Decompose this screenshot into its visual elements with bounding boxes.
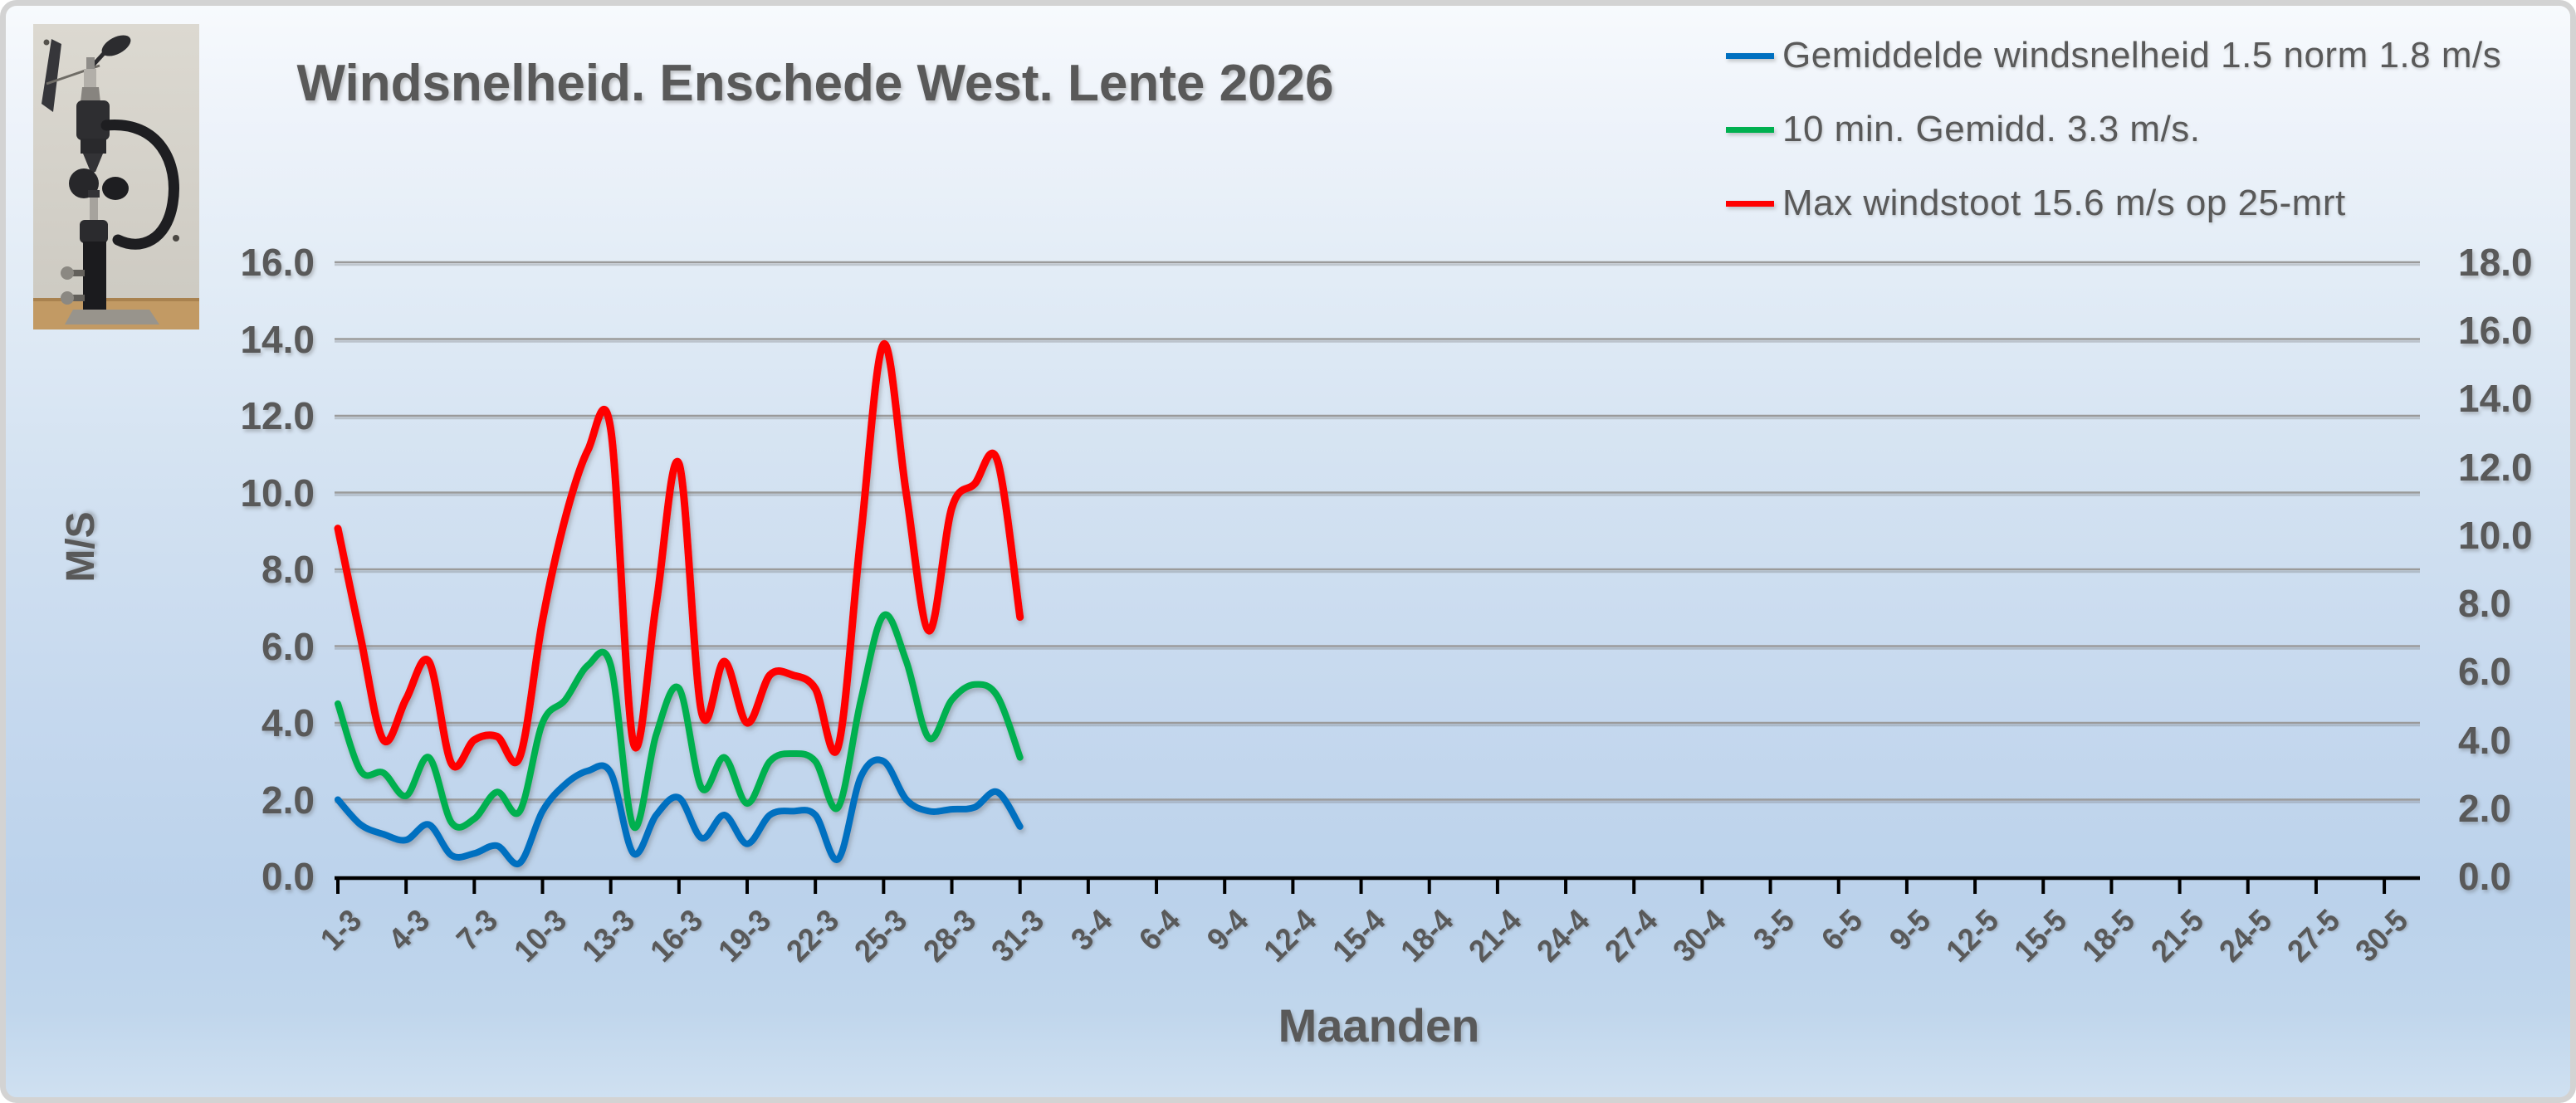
pole — [83, 242, 106, 318]
y-tick-label-right: 0.0 — [2458, 855, 2511, 898]
pole-top — [80, 220, 108, 243]
wall-dot — [173, 235, 179, 242]
y-tick-label-left: 14.0 — [240, 317, 315, 361]
legend-label: Max windstoot 15.6 m/s op 25-mrt — [1782, 183, 2346, 223]
y-tick-label-left: 2.0 — [262, 778, 315, 822]
y-tick-label-right: 18.0 — [2458, 241, 2533, 284]
knob — [61, 291, 74, 305]
wall-dot — [43, 39, 50, 46]
vane-counterweight — [101, 35, 131, 56]
series-line-3[interactable] — [334, 340, 1024, 771]
y-tick-label-right: 8.0 — [2458, 582, 2511, 626]
y-tick-label-left: 4.0 — [262, 701, 315, 744]
y-tick-label-right: 4.0 — [2458, 718, 2511, 762]
x-axis-title: Maanden — [1278, 999, 1480, 1052]
legend-label: 10 min. Gemidd. 3.3 m/s. — [1782, 109, 2201, 149]
y-tick-label-left: 6.0 — [262, 624, 315, 668]
knob — [61, 266, 74, 280]
y-tick-label-right: 10.0 — [2458, 513, 2533, 557]
y-tick-label-right: 14.0 — [2458, 377, 2533, 421]
y-tick-label-right: 2.0 — [2458, 786, 2511, 830]
legend-item-2[interactable]: 10 min. Gemidd. 3.3 m/s. — [1726, 109, 2501, 149]
wind-vane-fin — [42, 39, 61, 112]
y-tick-label-left: 8.0 — [262, 548, 315, 591]
anemometer-cup — [102, 177, 129, 200]
chart-title: Windsnelheid. Enschede West. Lente 2026 — [296, 55, 1334, 112]
series-line-1[interactable] — [335, 756, 1024, 867]
y-tick-label-right: 12.0 — [2458, 445, 2533, 489]
y-tick-label-left: 0.0 — [262, 855, 315, 898]
anemometer-photo — [33, 24, 199, 329]
y-tick-label-left: 12.0 — [240, 394, 315, 437]
legend-line-swatch — [1726, 52, 1774, 59]
mounting-arm — [100, 120, 179, 250]
base-plate — [65, 310, 159, 325]
y-tick-label-right: 16.0 — [2458, 309, 2533, 353]
legend-line-swatch — [1726, 126, 1774, 133]
y-tick-label-left: 10.0 — [240, 471, 315, 515]
legend-item-1[interactable]: Gemiddelde windsnelheid 1.5 norm 1.8 m/s — [1726, 35, 2502, 76]
legend-item-3[interactable]: Max windstoot 15.6 m/s op 25-mrt — [1726, 183, 2501, 223]
series-line-2[interactable] — [335, 611, 1024, 832]
legend-label: Gemiddelde windsnelheid 1.5 norm 1.8 m/s — [1782, 35, 2502, 76]
legend: Gemiddelde windsnelheid 1.5 norm 1.8 m/s… — [1726, 35, 2502, 257]
y-tick-label-right: 6.0 — [2458, 650, 2511, 694]
plot-area[interactable] — [6, 6, 2576, 1103]
legend-line-swatch — [1726, 200, 1774, 207]
y-tick-label-left: 16.0 — [240, 241, 315, 284]
vane-body — [76, 100, 110, 140]
